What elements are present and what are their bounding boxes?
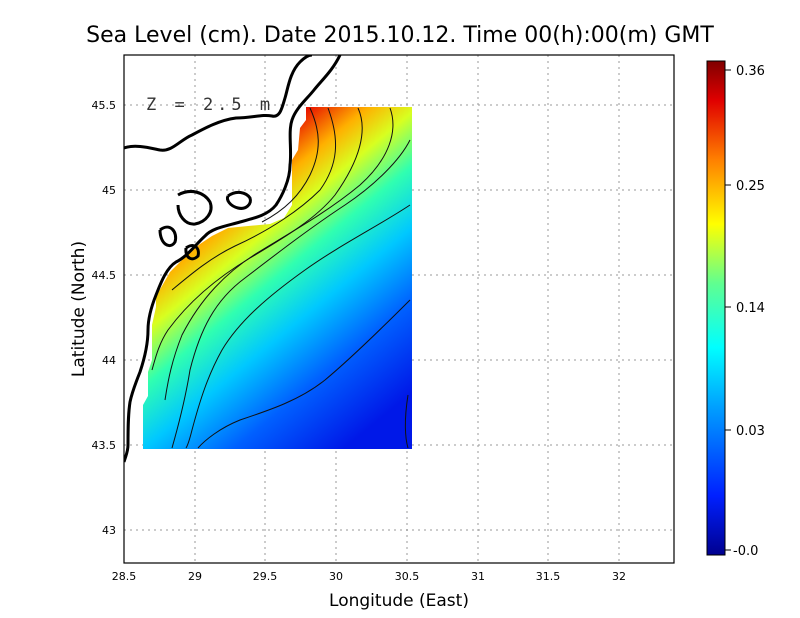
x-tick-label: 30.5	[395, 570, 420, 583]
x-tick-label: 30	[329, 570, 343, 583]
depth-annotation: Z = 2.5 m	[146, 95, 274, 115]
colorbar-gradient	[706, 60, 726, 556]
x-tick-label: 31	[471, 570, 485, 583]
y-tick-label: 45.5	[92, 99, 117, 112]
y-tick-label: 44	[102, 354, 116, 367]
x-tick-label: 29	[188, 570, 202, 583]
y-axis-label: Latitude (North)	[69, 241, 89, 377]
colorbar-label: -0.0	[733, 544, 758, 559]
colorbar-label: 0.14	[736, 301, 765, 316]
y-tick-label: 44.5	[92, 269, 117, 282]
x-tick-label: 32	[612, 570, 626, 583]
contour-lines	[151, 107, 411, 449]
plot-frame	[123, 54, 675, 564]
y-tick-label: 45	[102, 184, 116, 197]
y-axis: 43 43.5 44 44.5 45 45.5	[92, 99, 117, 537]
x-tick-label: 29.5	[253, 570, 278, 583]
x-tick-label: 31.5	[536, 570, 561, 583]
coastline	[124, 55, 342, 463]
colorbar: 0.36 0.25 0.14 0.03 -0.0	[706, 60, 765, 559]
colorbar-label: 0.03	[736, 424, 765, 439]
sea-level-field	[143, 107, 412, 449]
x-axis-label: Longitude (East)	[329, 591, 469, 611]
x-axis: 28.5 29 29.5 30 30.5 31 31.5 32	[112, 570, 626, 583]
colorbar-label: 0.36	[736, 64, 765, 79]
map-title: Sea Level (cm). Date 2015.10.12. Time 00…	[86, 23, 714, 48]
y-tick-label: 43	[102, 524, 116, 537]
y-tick-label: 43.5	[92, 439, 117, 452]
colorbar-label: 0.25	[736, 179, 765, 194]
x-tick-label: 28.5	[112, 570, 137, 583]
